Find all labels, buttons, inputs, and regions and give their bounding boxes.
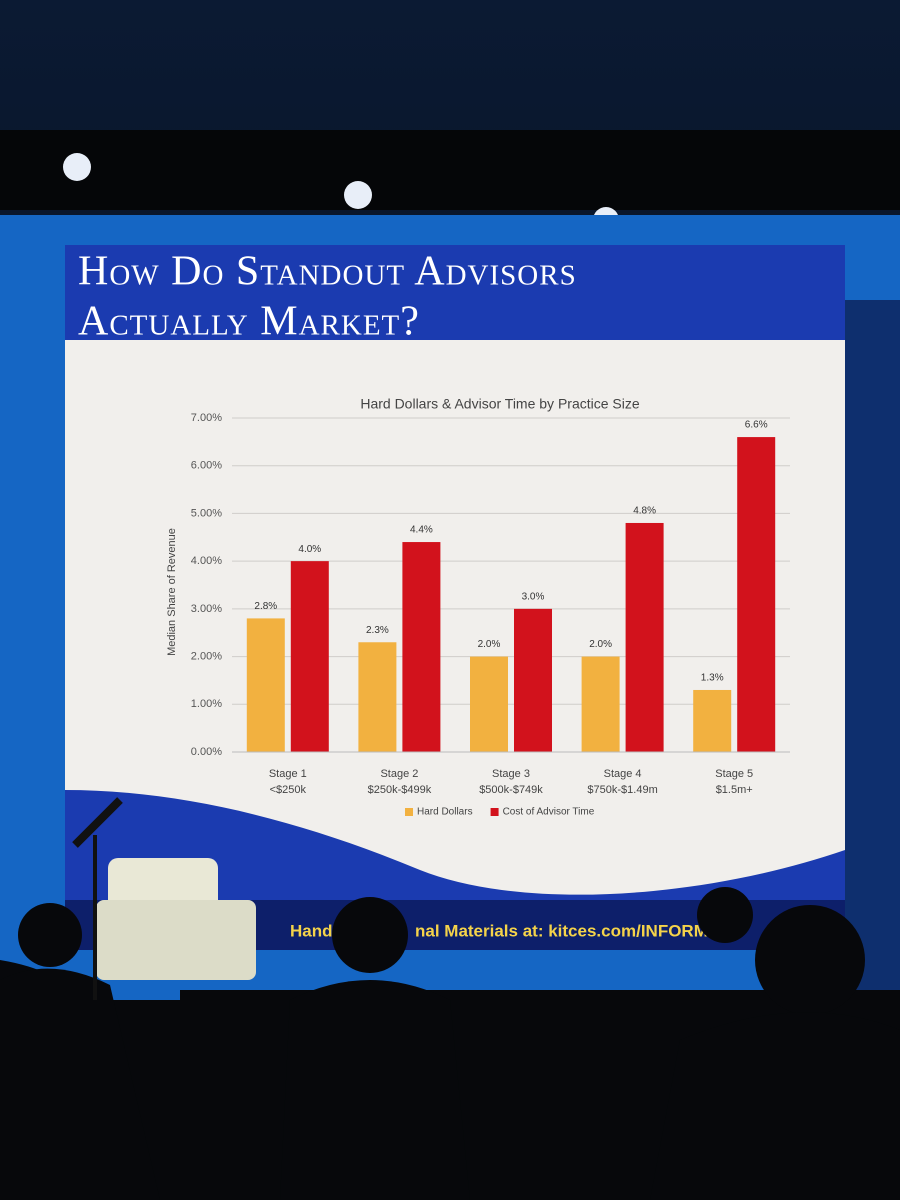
screen-side bbox=[845, 300, 900, 1000]
head bbox=[332, 897, 408, 973]
y-tick-label: 7.00% bbox=[191, 412, 222, 424]
bar bbox=[402, 542, 441, 752]
x-tick-label: $500k-$749k bbox=[479, 784, 543, 796]
bar bbox=[625, 522, 664, 752]
x-tick-label: Stage 3 bbox=[492, 768, 530, 780]
legend-swatch bbox=[490, 808, 499, 816]
bar bbox=[514, 608, 552, 752]
x-tick-label: Stage 4 bbox=[604, 768, 642, 780]
data-label: 4.0% bbox=[298, 544, 321, 555]
footer-text: nal Materials at: kitces.com/INFORMA23 bbox=[415, 921, 739, 940]
x-tick-label: <$250k bbox=[270, 784, 307, 796]
head bbox=[18, 903, 82, 967]
stage-light bbox=[344, 181, 372, 209]
data-label: 4.8% bbox=[633, 506, 656, 517]
legend-label: Cost of Advisor Time bbox=[503, 807, 595, 818]
chart-panel bbox=[65, 340, 845, 895]
y-tick-label: 3.00% bbox=[191, 603, 222, 615]
legend-swatch bbox=[405, 808, 413, 816]
y-tick-label: 6.00% bbox=[191, 460, 222, 472]
head bbox=[697, 887, 753, 943]
truss bbox=[0, 130, 900, 210]
y-tick-label: 5.00% bbox=[191, 507, 222, 519]
y-tick-label: 1.00% bbox=[191, 698, 222, 710]
slide-title: How Do Standout Advisors bbox=[78, 249, 577, 295]
data-label: 2.0% bbox=[478, 639, 501, 650]
bar bbox=[290, 561, 329, 752]
bar bbox=[581, 656, 620, 752]
bar bbox=[358, 642, 397, 752]
x-tick-label: Stage 2 bbox=[380, 768, 418, 780]
y-axis-label: Median Share of Revenue bbox=[166, 528, 178, 656]
audience bbox=[0, 887, 900, 1200]
chair-seat bbox=[96, 900, 256, 980]
person bbox=[0, 968, 160, 1200]
data-label: 3.0% bbox=[522, 591, 545, 602]
chart-title: Hard Dollars & Advisor Time by Practice … bbox=[360, 396, 640, 412]
y-tick-label: 0.00% bbox=[191, 746, 222, 758]
x-tick-label: Stage 1 bbox=[269, 768, 307, 780]
chart: 0.00% 1.00% 2.00% 3.00% 4.00% 5.00% 6.00% 7.00%… bbox=[191, 412, 790, 818]
y-tick-label: 2.00% bbox=[191, 650, 222, 662]
person bbox=[650, 1012, 900, 1200]
stage-light bbox=[63, 153, 91, 181]
bar bbox=[693, 689, 732, 752]
person bbox=[280, 980, 470, 1200]
data-label: 1.3% bbox=[701, 673, 724, 684]
x-tick-label: Stage 5 bbox=[715, 768, 753, 780]
head bbox=[755, 905, 865, 1015]
footer-text: Hando bbox=[290, 921, 343, 940]
data-label: 2.3% bbox=[366, 625, 389, 636]
y-tick-label: 4.00% bbox=[191, 555, 222, 567]
data-label: 2.0% bbox=[589, 639, 612, 650]
data-label: 4.4% bbox=[410, 525, 433, 536]
microphone bbox=[72, 797, 123, 848]
legend-label: Hard Dollars bbox=[417, 807, 473, 818]
data-label: 2.8% bbox=[254, 601, 277, 612]
armchair bbox=[96, 858, 256, 980]
bar bbox=[246, 618, 285, 752]
x-tick-label: $750k-$1.49m bbox=[587, 784, 657, 796]
x-tick-label: $250k-$499k bbox=[368, 784, 432, 796]
slide-title: Actually Market? bbox=[78, 299, 420, 345]
x-tick-label: $1.5m+ bbox=[716, 784, 753, 796]
bar bbox=[737, 437, 776, 752]
data-label: 6.6% bbox=[745, 420, 768, 431]
bar bbox=[470, 656, 508, 752]
